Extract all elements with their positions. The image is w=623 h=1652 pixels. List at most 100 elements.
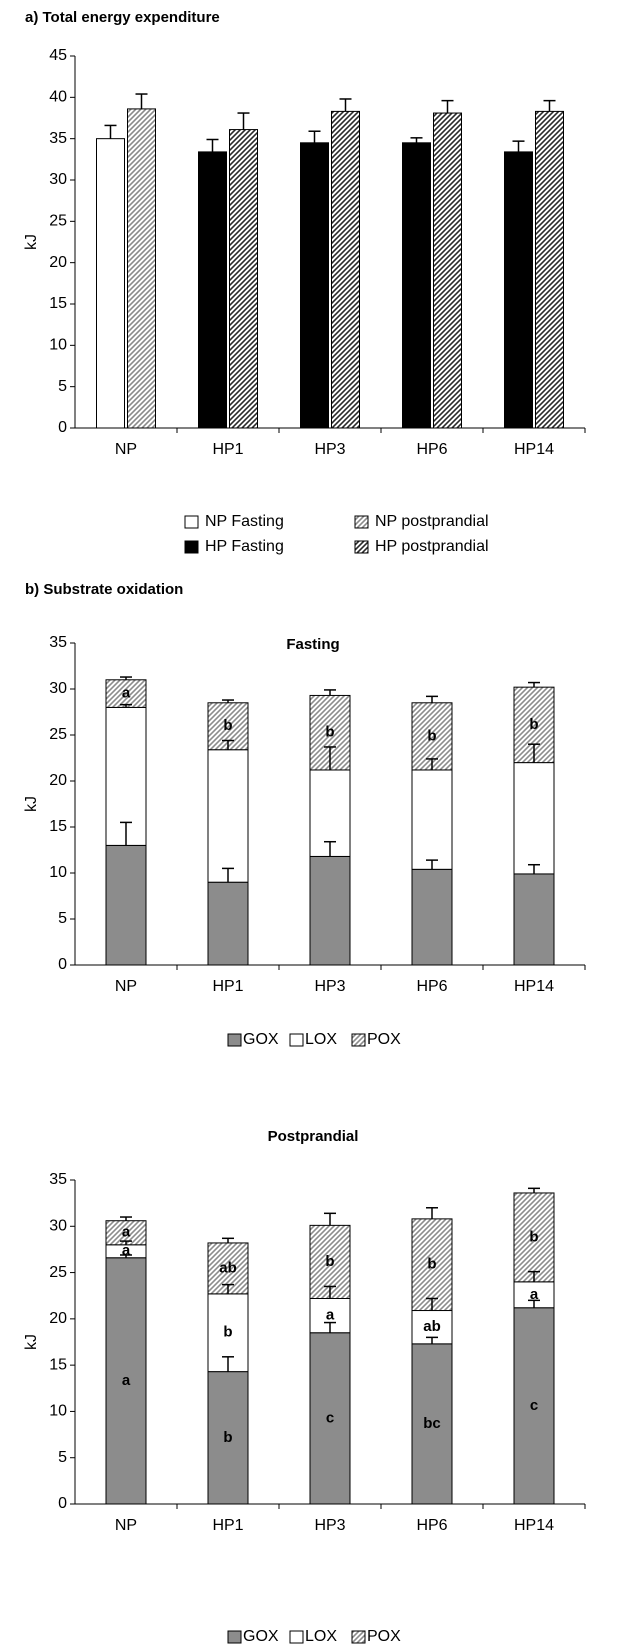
significance-label: a: [326, 1307, 335, 1324]
y-tick-label: 30: [49, 1218, 67, 1235]
y-tick-label: 10: [49, 1403, 67, 1420]
legend-swatch: [354, 540, 369, 554]
legend-swatch: [289, 1630, 304, 1644]
y-tick-label: 10: [49, 864, 67, 881]
x-tick-label: HP3: [314, 441, 345, 458]
bar-segment: [105, 1257, 147, 1505]
y-tick-label: 35: [49, 130, 67, 147]
bar-segment: [411, 868, 453, 966]
bar-segment: [207, 749, 249, 883]
bar: [96, 138, 125, 429]
x-tick-label: HP6: [416, 978, 447, 995]
legend-label: NP postprandial: [375, 513, 489, 530]
y-axis-label: kJ: [23, 234, 40, 250]
legend-label: POX: [367, 1628, 401, 1645]
significance-label: bc: [423, 1415, 441, 1432]
legend-label: GOX: [243, 1628, 279, 1645]
significance-label: a: [122, 685, 131, 702]
significance-label: b: [427, 1256, 436, 1273]
y-tick-label: 30: [49, 680, 67, 697]
y-tick-label: 15: [49, 295, 67, 312]
bar-segment: [411, 769, 453, 870]
legend-swatch: [351, 1033, 366, 1047]
bar-segment: [411, 1343, 453, 1505]
significance-label: b: [223, 1429, 232, 1446]
x-tick-label: HP3: [314, 978, 345, 995]
x-tick-label: HP3: [314, 1517, 345, 1534]
significance-label: a: [122, 1242, 131, 1259]
bar-segment: [309, 855, 351, 966]
legend-swatch: [227, 1630, 242, 1644]
legend-label: NP Fasting: [205, 513, 284, 530]
bar: [198, 151, 227, 429]
y-tick-label: 30: [49, 171, 67, 188]
bar-segment: [513, 873, 555, 966]
y-tick-label: 45: [49, 47, 67, 64]
significance-label: b: [325, 1253, 334, 1270]
significance-label: b: [223, 1324, 232, 1341]
significance-label: a: [122, 1372, 131, 1389]
legend-swatch: [227, 1033, 242, 1047]
y-tick-label: 15: [49, 1356, 67, 1373]
bar: [535, 110, 564, 429]
y-tick-label: 40: [49, 89, 67, 106]
significance-label: ab: [423, 1318, 441, 1335]
x-tick-label: HP1: [212, 978, 243, 995]
significance-label: b: [325, 724, 334, 741]
bar: [229, 129, 258, 429]
x-tick-label: HP14: [514, 441, 554, 458]
y-axis-label: kJ: [23, 796, 40, 812]
bar: [402, 142, 431, 429]
y-tick-label: 20: [49, 1310, 67, 1327]
x-tick-label: NP: [115, 1517, 137, 1534]
x-tick-label: HP1: [212, 1517, 243, 1534]
y-tick-label: 25: [49, 726, 67, 743]
x-tick-label: HP14: [514, 978, 554, 995]
y-tick-label: 0: [58, 956, 67, 973]
chart-title: a) Total energy expenditure: [25, 9, 220, 26]
significance-label: b: [427, 727, 436, 744]
chart-title: Postprandial: [268, 1128, 359, 1145]
significance-label: c: [326, 1409, 334, 1426]
legend-label: HP postprandial: [375, 538, 489, 555]
bar-segment: [105, 844, 147, 966]
bar-segment: [207, 1371, 249, 1505]
bar: [300, 142, 329, 429]
legend-label: POX: [367, 1031, 401, 1048]
legend-label: LOX: [305, 1628, 337, 1645]
bar: [331, 110, 360, 429]
section-heading: b) Substrate oxidation: [25, 581, 183, 598]
bar-segment: [513, 762, 555, 875]
legend-label: GOX: [243, 1031, 279, 1048]
significance-label: b: [529, 716, 538, 733]
bar: [504, 151, 533, 429]
y-tick-label: 0: [58, 419, 67, 436]
x-tick-label: HP14: [514, 1517, 554, 1534]
y-tick-label: 20: [49, 772, 67, 789]
y-tick-label: 20: [49, 254, 67, 271]
y-tick-label: 10: [49, 337, 67, 354]
x-tick-label: HP1: [212, 441, 243, 458]
legend-label: LOX: [305, 1031, 337, 1048]
significance-label: b: [223, 717, 232, 734]
y-tick-label: 35: [49, 634, 67, 651]
x-tick-label: HP6: [416, 1517, 447, 1534]
y-tick-label: 5: [58, 1449, 67, 1466]
y-tick-label: 35: [49, 1171, 67, 1188]
significance-label: c: [530, 1397, 538, 1414]
x-tick-label: NP: [115, 441, 137, 458]
legend-swatch: [184, 515, 199, 529]
chart-title: Fasting: [286, 636, 339, 653]
legend-swatch: [184, 540, 199, 554]
y-tick-label: 5: [58, 910, 67, 927]
x-tick-label: NP: [115, 978, 137, 995]
bar: [433, 112, 462, 429]
legend-swatch: [289, 1033, 304, 1047]
bar-segment: [513, 1307, 555, 1505]
bar-segment: [309, 1332, 351, 1505]
significance-label: a: [530, 1286, 539, 1303]
significance-label: a: [122, 1224, 131, 1241]
y-tick-label: 15: [49, 818, 67, 835]
legend-swatch: [354, 515, 369, 529]
